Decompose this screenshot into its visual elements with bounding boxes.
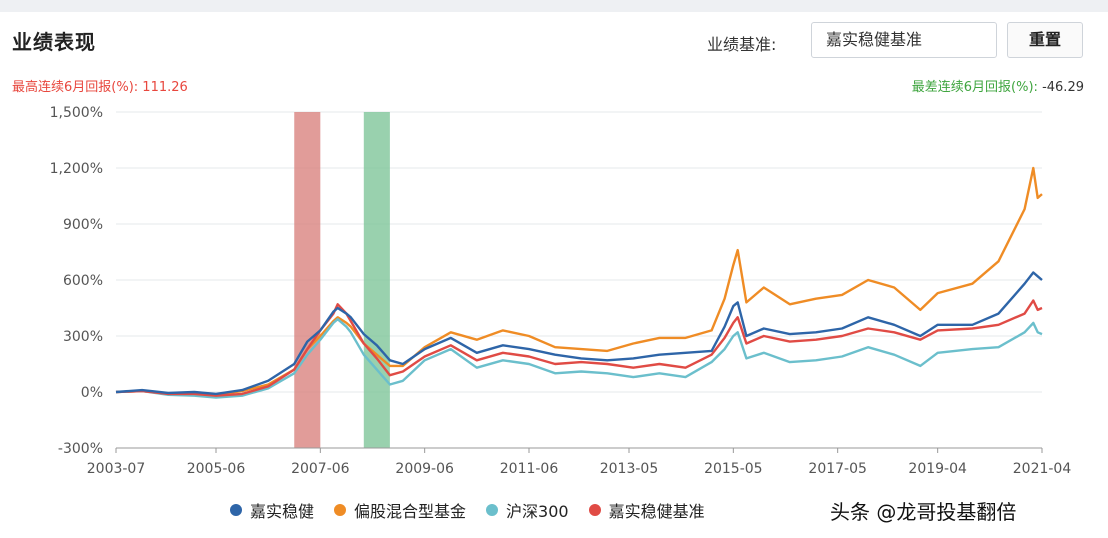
worst-6m-band xyxy=(363,112,390,448)
legend-label: 沪深300 xyxy=(506,502,569,521)
y-tick-label: 600% xyxy=(63,273,103,289)
legend-dot-icon xyxy=(588,504,601,516)
performance-chart[interactable]: 1,500% 1,200% 900% 600% 300% 0% -300% 2003-07 20… xyxy=(0,98,1108,478)
y-tick-label: 1,500% xyxy=(50,105,103,121)
x-tick-label: 2003-07 xyxy=(87,461,146,477)
best-return-label: 最高连续6月回报(%): xyxy=(12,80,139,95)
worst-return-stat: 最差连续6月回报(%): -46.29 xyxy=(912,76,1084,95)
x-tick-label: 2007-06 xyxy=(291,461,350,477)
watermark: 头条 @龙哥投基翻倍 xyxy=(830,500,1017,524)
series-line-series3 xyxy=(115,318,1043,399)
y-tick-label: 0% xyxy=(81,385,103,401)
legend-dot-icon xyxy=(486,504,499,516)
legend-label: 偏股混合型基金 xyxy=(354,502,467,521)
series-line-series4 xyxy=(115,299,1043,397)
legend-dot-icon xyxy=(334,504,347,516)
best-6m-band xyxy=(294,112,321,448)
legend-dot-icon xyxy=(230,504,242,516)
benchmark-select[interactable]: 嘉实稳健基准 xyxy=(811,22,997,58)
worst-return-label: 最差连续6月回报(%): xyxy=(911,80,1038,95)
x-tick-label: 2021-04 xyxy=(1013,461,1072,477)
legend-item-series1[interactable]: 嘉实稳健 xyxy=(230,498,314,522)
y-tick-label: 1,200% xyxy=(50,161,103,177)
worst-return-value: -46.29 xyxy=(1042,80,1084,95)
y-tick-label: 900% xyxy=(63,217,103,233)
best-return-value: 111.26 xyxy=(142,80,188,95)
reset-button[interactable]: 重置 xyxy=(1007,22,1083,58)
top-strip xyxy=(0,0,1108,12)
chart-legend: 嘉实稳健 偏股混合型基金 沪深300 嘉实稳健基准 xyxy=(230,498,725,522)
legend-label: 嘉实稳健基准 xyxy=(608,502,705,521)
legend-item-series2[interactable]: 偏股混合型基金 xyxy=(334,498,466,522)
x-tick-label: 2017-05 xyxy=(808,461,867,477)
x-tick-label: 2015-05 xyxy=(704,461,763,477)
x-tick-label: 2011-06 xyxy=(500,461,559,477)
legend-label: 嘉实稳健 xyxy=(250,502,315,521)
series-line-series2 xyxy=(115,166,1043,396)
y-tick-label: -300% xyxy=(58,441,103,457)
panel-header: 业绩表现 业绩基准: 嘉实稳健基准 重置 xyxy=(0,12,1108,70)
legend-item-series4[interactable]: 嘉实稳健基准 xyxy=(588,498,705,522)
panel-title: 业绩表现 xyxy=(12,30,96,54)
x-tick-label: 2013-05 xyxy=(600,461,659,477)
x-tick-label: 2005-06 xyxy=(187,461,246,477)
x-tick-label: 2009-06 xyxy=(395,461,454,477)
best-return-stat: 最高连续6月回报(%): 111.26 xyxy=(12,76,188,95)
y-tick-label: 300% xyxy=(63,329,103,345)
benchmark-label: 业绩基准: xyxy=(707,35,777,54)
x-tick-label: 2019-04 xyxy=(908,461,967,477)
legend-item-series3[interactable]: 沪深300 xyxy=(486,498,569,522)
series-line-series1 xyxy=(115,271,1043,396)
